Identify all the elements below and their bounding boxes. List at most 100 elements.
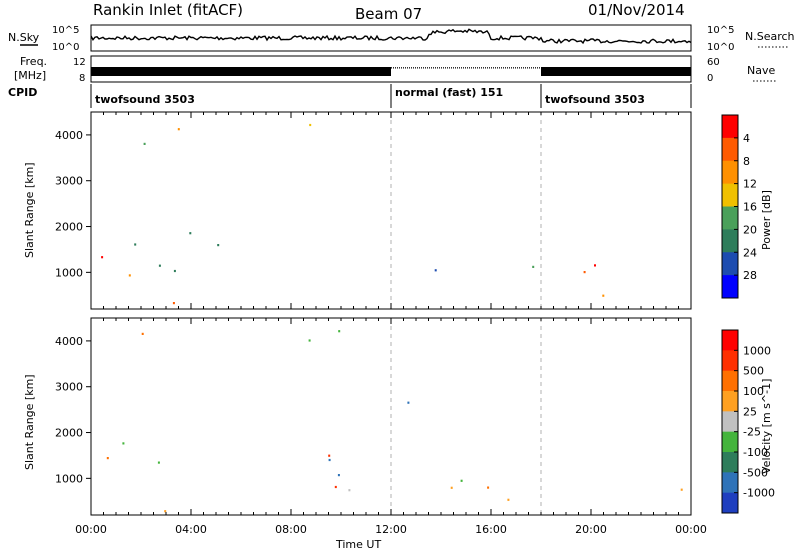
freq-dot: [497, 67, 498, 69]
colorbar-segment: [722, 350, 738, 372]
power-x-axis: [90, 112, 692, 309]
heatmap-cell: [434, 269, 437, 272]
colorbar-segment: [722, 275, 738, 299]
freq-dot: [491, 67, 492, 69]
freq-dot: [493, 67, 494, 69]
date-title: 01/Nov/2014: [588, 1, 685, 19]
heatmap-cell: [583, 271, 586, 274]
time-axis-title: Time UT: [335, 538, 381, 551]
freq-dot: [431, 67, 432, 69]
freq-dot: [527, 67, 528, 69]
frequency-panel: Freq. [MHz] 12 8 60 0 Nave: [14, 55, 776, 84]
velocity-colorbar: 1000 500 100 25 -25 -100 -500 -1000: [721, 329, 775, 514]
colorbar-tick-label: -25: [743, 426, 761, 439]
freq-dot: [403, 67, 404, 69]
freq-dot: [511, 67, 512, 69]
heatmap-cell: [487, 486, 490, 489]
time-axis-labels: 00:00 04:00 08:00 12:00 16:00 20:00 00:00: [75, 523, 707, 536]
cpid-segment-1: twofsound 3503: [95, 93, 195, 106]
heatmap-cell: [172, 302, 175, 305]
freq-dot: [429, 67, 430, 69]
y-tick-label: 3000: [55, 381, 83, 394]
freq-dot: [433, 67, 434, 69]
power-panel: Slant Range [km] 1000 2000 3000 4000 4 8 12 16…: [23, 111, 773, 310]
colorbar-tick-label: -100: [743, 446, 768, 459]
colorbar-tick-label: 500: [743, 365, 764, 378]
heatmap-cell: [594, 264, 596, 267]
freq-dot: [475, 67, 476, 69]
colorbar-segment: [722, 411, 738, 433]
freq-dot: [481, 67, 482, 69]
heatmap-cell: [141, 332, 144, 335]
colorbar-segment: [722, 492, 738, 514]
freq-dot: [399, 67, 400, 69]
freq-dot: [423, 67, 424, 69]
freq-dot: [473, 67, 474, 69]
freq-dot: [463, 67, 464, 69]
velocity-colorbar-label: Velocity [m s^-1]: [760, 379, 773, 474]
freq-unit-label: [MHz]: [14, 69, 46, 82]
freq-dot: [533, 67, 534, 69]
freq-dot: [495, 67, 496, 69]
heatmap-cell: [189, 232, 192, 235]
freq-dot: [515, 67, 516, 69]
heatmap-cell: [173, 269, 176, 273]
colorbar-segment: [722, 370, 738, 392]
colorbar-segment: [722, 391, 738, 412]
colorbar-tick-label: 25: [743, 405, 757, 418]
heatmap-cell: [157, 461, 160, 464]
colorbar-tick-label: 100: [743, 385, 764, 398]
colorbar-tick-label: 1000: [743, 344, 771, 357]
nave-label: Nave: [747, 64, 775, 77]
freq-dot: [441, 67, 442, 69]
freq-dot: [413, 67, 414, 69]
heatmap-cell: [217, 244, 220, 247]
colorbar-tick-label: -500: [743, 466, 768, 479]
freq-dot: [465, 67, 466, 69]
power-ylabel: Slant Range [km]: [23, 162, 36, 258]
freq-dot: [453, 67, 454, 69]
freq-dot: [531, 67, 532, 69]
freq-dot: [445, 67, 446, 69]
power-y-axis: 1000 2000 3000 4000: [55, 129, 91, 279]
freq-dot: [469, 67, 470, 69]
velocity-data: [106, 318, 683, 515]
heatmap-cell: [106, 457, 109, 460]
nave-tick-bottom: 0: [707, 73, 713, 84]
colorbar-tick-label: 8: [743, 155, 750, 168]
station-title: Rankin Inlet (fitACF): [93, 1, 243, 19]
y-tick-label: 2000: [55, 221, 83, 234]
noise-left-label: N.Sky: [8, 31, 40, 44]
freq-dot: [509, 67, 510, 69]
freq-dot: [523, 67, 524, 69]
colorbar-tick-label: 24: [743, 246, 757, 259]
heatmap-cell: [407, 401, 410, 404]
heatmap-cell: [328, 454, 331, 457]
freq-dot: [501, 67, 502, 69]
freq-dot: [539, 67, 540, 69]
colorbar-segment: [722, 252, 738, 276]
heatmap-cell: [134, 243, 137, 246]
colorbar-segment: [722, 330, 738, 351]
freq-dot: [513, 67, 514, 69]
heatmap-cell: [328, 458, 331, 462]
freq-dot: [443, 67, 444, 69]
freq-dot: [499, 67, 500, 69]
colorbar-segment: [722, 229, 738, 253]
heatmap-cell: [122, 442, 125, 445]
freq-dot: [421, 67, 422, 69]
y-tick-label: 4000: [55, 129, 83, 142]
heatmap-cell: [348, 489, 351, 492]
heatmap-cell: [602, 294, 605, 297]
colorbar-tick-label: -1000: [743, 487, 775, 500]
freq-dot: [461, 67, 462, 69]
freq-tick-top: 12: [73, 57, 86, 68]
freq-dot: [419, 67, 420, 69]
y-tick-label: 3000: [55, 175, 83, 188]
freq-dot: [483, 67, 484, 69]
frequency-trace: [91, 67, 691, 76]
freq-label: Freq.: [20, 55, 47, 68]
freq-block-2: [541, 67, 691, 76]
